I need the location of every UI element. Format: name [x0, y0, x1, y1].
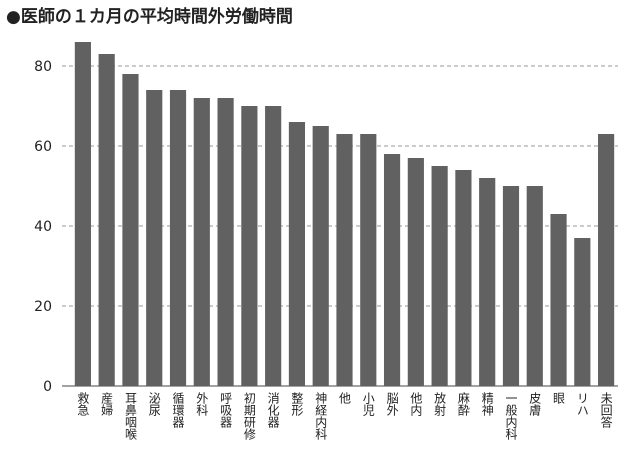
bar [288, 122, 306, 386]
bar [336, 134, 353, 386]
x-tick-label: 小児 [361, 392, 375, 416]
bar [193, 98, 210, 386]
bar [574, 238, 591, 386]
bar [98, 54, 115, 386]
bar [241, 106, 258, 386]
x-tick-label: 精神 [480, 392, 494, 416]
x-tick-label: 脳外 [385, 392, 399, 416]
x-tick-label: 初期研修 [242, 392, 256, 440]
bar [146, 90, 163, 386]
bar [502, 186, 520, 386]
chart-title: ●医師の１カ月の平均時間外労働時間 [6, 6, 293, 27]
x-tick-label: 救急 [76, 391, 90, 416]
x-tick-label: 外科 [195, 392, 209, 416]
y-tick-label: 40 [34, 219, 52, 235]
x-tick-label: 麻酔 [456, 391, 470, 417]
bar [455, 170, 472, 386]
y-tick-label: 0 [43, 379, 52, 395]
x-tick-label: 一般内科 [504, 392, 518, 440]
bar [122, 74, 139, 386]
x-tick-label: 消化器 [266, 392, 280, 429]
bar [598, 134, 615, 386]
x-tick-label: 眼 [552, 392, 566, 404]
y-tick-label: 20 [34, 299, 52, 315]
bar [217, 98, 234, 386]
x-tick-label: 神経内科 [314, 392, 328, 440]
bar [550, 214, 567, 386]
y-tick-label: 60 [34, 139, 52, 155]
x-tick-label: 産婦 [100, 391, 114, 416]
x-tick-label: 呼吸器 [219, 392, 233, 429]
bar [383, 154, 401, 386]
x-tick-label: 耳鼻咽喉 [123, 392, 137, 441]
bar [169, 90, 187, 386]
bar [265, 106, 282, 386]
x-tick-label: 他内 [409, 392, 423, 416]
bar [74, 42, 91, 386]
x-tick-label: 放射 [433, 391, 447, 417]
bar [312, 126, 329, 386]
bar [479, 178, 496, 386]
x-tick-label: 泌尿 [147, 392, 161, 416]
x-tick-label: 未回答 [599, 392, 613, 429]
bar [431, 166, 448, 386]
x-tick-label: 循環器 [171, 392, 185, 429]
bar [526, 186, 543, 386]
y-tick-label: 80 [34, 59, 52, 75]
x-tick-label: 他 [338, 392, 352, 404]
x-tick-label: リハ [575, 392, 589, 416]
bar [407, 158, 424, 386]
bar [360, 134, 377, 386]
x-tick-label: 皮膚 [528, 392, 542, 416]
x-tick-label: 整形 [290, 391, 304, 417]
